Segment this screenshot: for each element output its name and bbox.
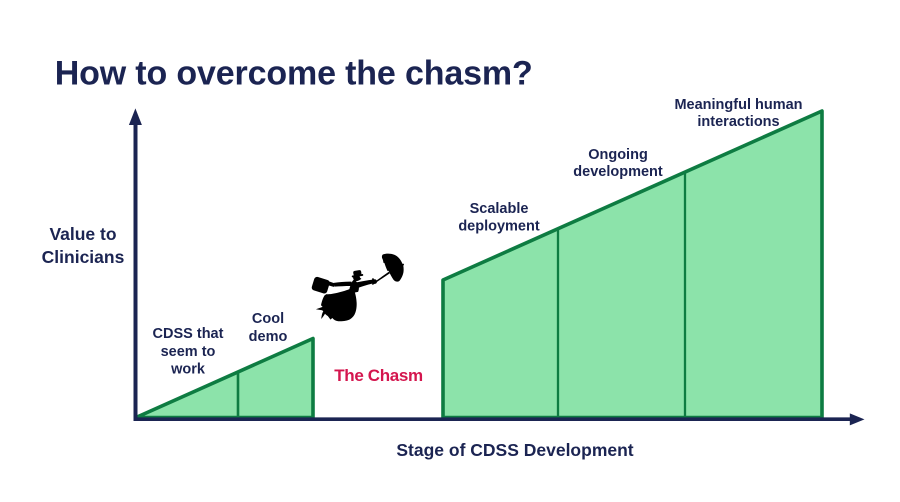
svg-text:Cool: Cool [252,311,284,327]
svg-text:Value to: Value to [49,224,116,244]
svg-text:Ongoing: Ongoing [588,147,648,163]
svg-text:seem to: seem to [161,344,216,360]
svg-text:work: work [170,362,206,378]
svg-text:Scalable: Scalable [470,201,529,217]
svg-text:Meaningful human: Meaningful human [674,97,802,113]
svg-text:interactions: interactions [697,114,779,130]
svg-text:How to overcome the chasm?: How to overcome the chasm? [55,54,533,92]
svg-text:demo: demo [249,329,288,345]
svg-text:The Chasm: The Chasm [334,366,423,385]
svg-text:CDSS that: CDSS that [153,326,224,342]
svg-text:development: development [573,164,663,180]
svg-text:deployment: deployment [458,219,540,235]
svg-text:Stage of CDSS Development: Stage of CDSS Development [396,440,633,460]
svg-text:Clinicians: Clinicians [42,247,125,267]
